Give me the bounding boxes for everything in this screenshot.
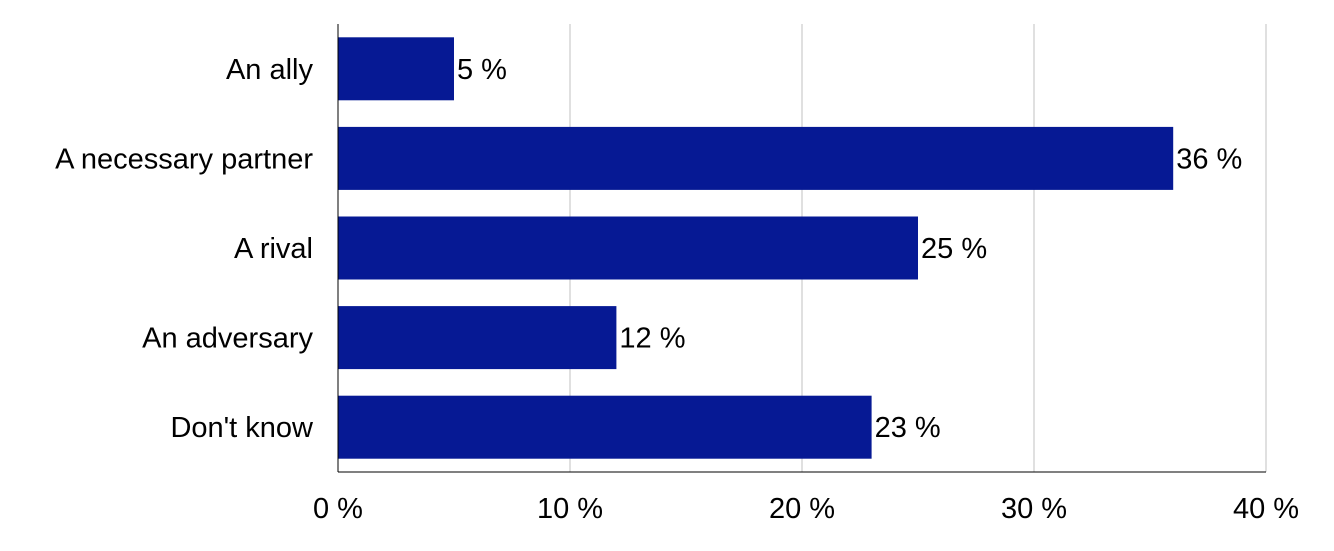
category-label-4: Don't know bbox=[170, 412, 314, 444]
data-label-0: 5 % bbox=[457, 54, 507, 86]
bar-3 bbox=[338, 306, 617, 370]
data-label-4: 23 % bbox=[875, 412, 941, 444]
bar-2 bbox=[338, 216, 918, 280]
data-labels: 5 % 36 % 25 % 12 % 23 % bbox=[457, 54, 1242, 444]
category-label-0: An ally bbox=[226, 54, 314, 86]
category-label-3: An adversary bbox=[142, 323, 313, 355]
data-label-3: 12 % bbox=[619, 323, 685, 355]
x-tick-label-2: 20 % bbox=[769, 493, 835, 525]
category-label-2: A rival bbox=[234, 233, 313, 265]
axes bbox=[337, 24, 1266, 473]
x-tick-label-0: 0 % bbox=[313, 493, 363, 525]
x-tick-label-4: 40 % bbox=[1233, 493, 1299, 525]
bar-4 bbox=[338, 395, 872, 459]
x-tick-label-1: 10 % bbox=[537, 493, 603, 525]
x-tick-labels: 0 % 10 % 20 % 30 % 40 % bbox=[313, 493, 1299, 525]
bar-0 bbox=[338, 37, 454, 101]
category-label-1: A necessary partner bbox=[55, 143, 313, 175]
bar-1 bbox=[338, 126, 1174, 190]
bars bbox=[338, 37, 1174, 459]
data-label-2: 25 % bbox=[921, 233, 987, 265]
x-tick-label-3: 30 % bbox=[1001, 493, 1067, 525]
category-labels: An ally A necessary partner A rival An adve… bbox=[55, 54, 314, 444]
data-label-1: 36 % bbox=[1176, 143, 1242, 175]
